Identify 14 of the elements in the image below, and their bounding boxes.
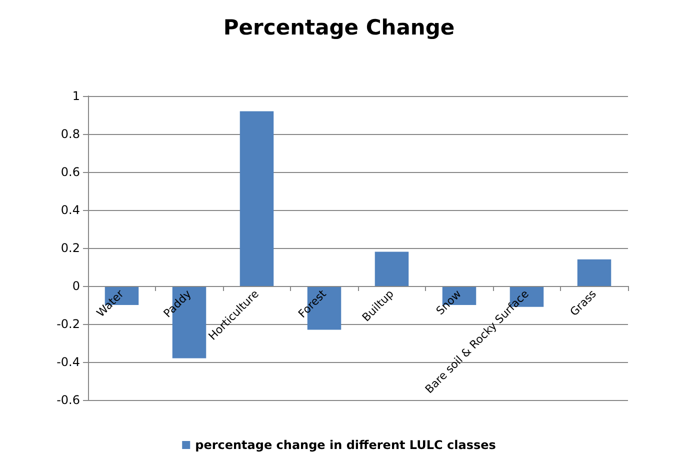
y-tick-label: -0.6 xyxy=(56,393,80,407)
bar xyxy=(374,252,409,286)
legend-label: percentage change in different LULC classes xyxy=(195,438,496,452)
y-tick-label: 0.4 xyxy=(60,203,80,217)
y-tick-label: 0.2 xyxy=(60,241,80,255)
y-tick-label: 0 xyxy=(72,279,80,293)
y-tick-label: -0.2 xyxy=(56,317,80,331)
y-tick-label: -0.4 xyxy=(56,355,80,369)
y-tick-label: 1 xyxy=(72,89,80,103)
y-tick-label: 0.6 xyxy=(60,165,80,179)
bar xyxy=(240,111,274,286)
bar xyxy=(577,259,612,286)
chart-title: Percentage Change xyxy=(223,16,455,40)
y-tick-label: 0.8 xyxy=(60,127,80,141)
